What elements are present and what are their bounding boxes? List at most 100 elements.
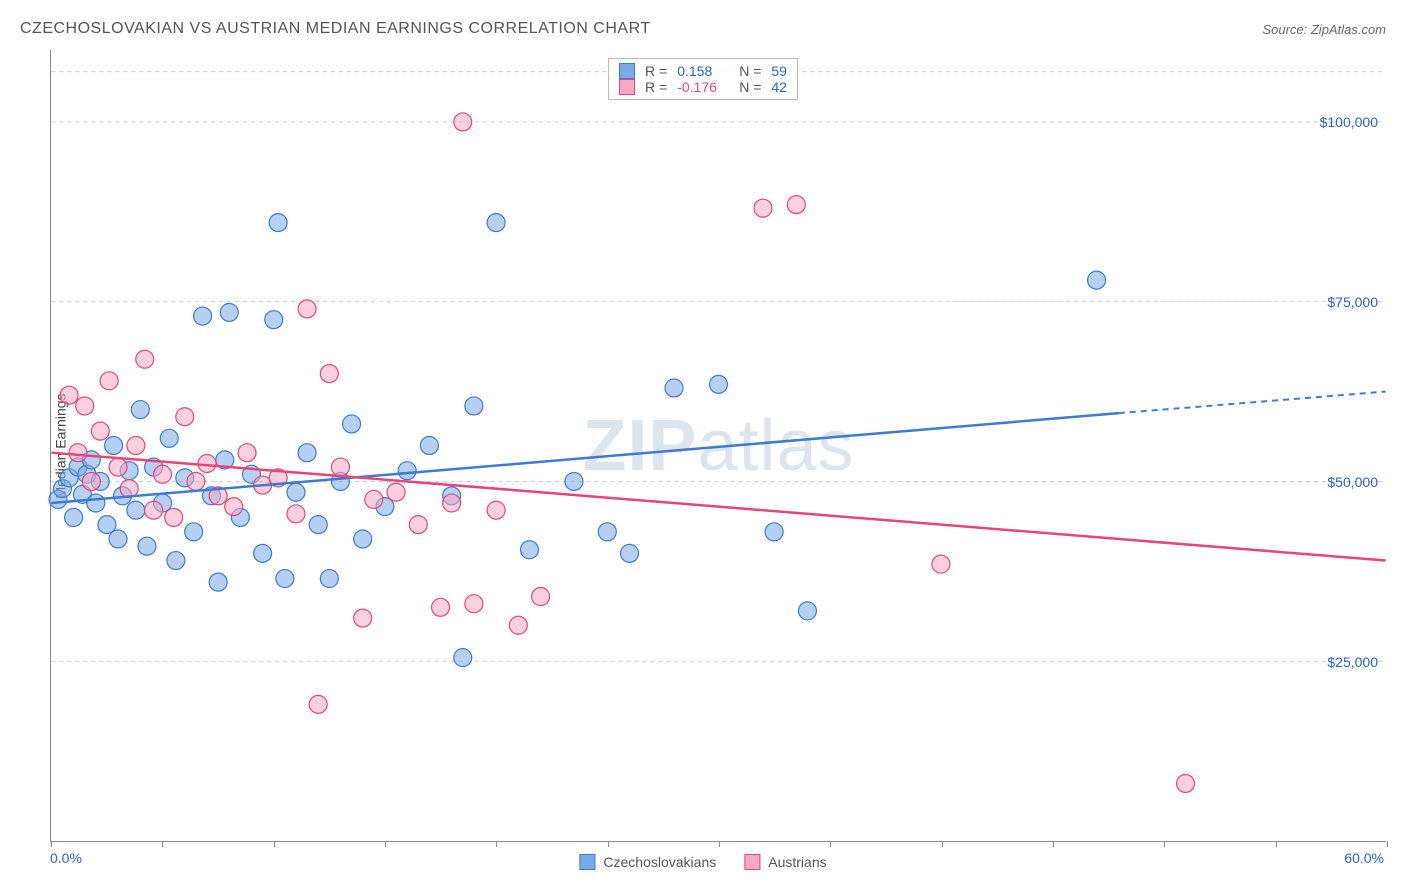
data-point (276, 570, 294, 588)
data-point (176, 408, 194, 426)
n-label: N = (739, 63, 761, 79)
data-point (509, 616, 527, 634)
y-tick-label: $25,000 (1327, 654, 1378, 670)
data-point (665, 379, 683, 397)
data-point (787, 196, 805, 214)
data-point (365, 490, 383, 508)
x-tick (496, 841, 497, 847)
legend-swatch (619, 63, 635, 79)
data-point (487, 214, 505, 232)
legend-item: Austrians (744, 854, 826, 870)
data-point (454, 649, 472, 667)
data-point (91, 422, 109, 440)
data-point (225, 498, 243, 516)
y-tick-label: $50,000 (1327, 474, 1378, 490)
data-point (320, 570, 338, 588)
r-value: 0.158 (677, 63, 729, 79)
data-point (100, 372, 118, 390)
data-point (398, 462, 416, 480)
data-point (320, 365, 338, 383)
data-point (136, 350, 154, 368)
legend-label: Austrians (768, 854, 826, 870)
x-tick (1276, 841, 1277, 847)
data-point (220, 303, 238, 321)
data-point (520, 541, 538, 559)
data-point (238, 444, 256, 462)
data-point (287, 483, 305, 501)
n-value: 59 (771, 63, 787, 79)
data-point (105, 437, 123, 455)
data-point (1177, 774, 1195, 792)
x-tick (385, 841, 386, 847)
data-point (532, 588, 550, 606)
data-point (69, 444, 87, 462)
data-point (127, 437, 145, 455)
data-point (465, 397, 483, 415)
data-point (160, 429, 178, 447)
x-tick (830, 841, 831, 847)
data-point (109, 458, 127, 476)
x-tick (942, 841, 943, 847)
x-tick (608, 841, 609, 847)
data-point (198, 454, 216, 472)
source-attribution: Source: ZipAtlas.com (1262, 22, 1386, 37)
data-point (287, 505, 305, 523)
x-axis-min-label: 0.0% (50, 850, 82, 866)
data-point (309, 516, 327, 534)
data-point (343, 415, 361, 433)
data-point (309, 695, 327, 713)
data-point (254, 544, 272, 562)
data-point (109, 530, 127, 548)
data-point (754, 199, 772, 217)
data-point (298, 300, 316, 318)
data-point (60, 386, 78, 404)
data-point (154, 465, 172, 483)
correlation-row: R = 0.158 N = 59 (619, 63, 787, 79)
data-point (165, 508, 183, 526)
x-tick (1387, 841, 1388, 847)
r-value: -0.176 (677, 79, 729, 95)
data-point (621, 544, 639, 562)
data-point (65, 508, 83, 526)
data-point (167, 552, 185, 570)
data-point (420, 437, 438, 455)
data-point (145, 501, 163, 519)
legend-label: Czechoslovakians (603, 854, 716, 870)
data-point (487, 501, 505, 519)
trend-line (51, 453, 1385, 561)
data-point (185, 523, 203, 541)
data-point (409, 516, 427, 534)
x-tick (1164, 841, 1165, 847)
data-point (87, 494, 105, 512)
data-point (465, 595, 483, 613)
series-legend: Czechoslovakians Austrians (579, 854, 826, 870)
data-point (298, 444, 316, 462)
data-point (187, 472, 205, 490)
data-point (598, 523, 616, 541)
legend-swatch (579, 854, 595, 870)
chart-title: CZECHOSLOVAKIAN VS AUSTRIAN MEDIAN EARNI… (20, 20, 651, 38)
x-tick (274, 841, 275, 847)
correlation-legend: R = 0.158 N = 59 R = -0.176 N = 42 (608, 58, 798, 100)
r-label: R = (645, 63, 667, 79)
y-tick-label: $75,000 (1327, 294, 1378, 310)
data-point (454, 113, 472, 131)
legend-swatch (744, 854, 760, 870)
n-value: 42 (771, 79, 787, 95)
data-point (798, 602, 816, 620)
y-tick-label: $100,000 (1320, 114, 1378, 130)
chart-area: ZIPatlas $25,000$50,000$75,000$100,000 (50, 50, 1386, 842)
data-point (269, 214, 287, 232)
trend-line-extrapolated (1119, 392, 1386, 414)
scatter-plot (51, 50, 1386, 841)
data-point (565, 472, 583, 490)
data-point (387, 483, 405, 501)
x-tick (162, 841, 163, 847)
n-label: N = (739, 79, 761, 95)
data-point (354, 530, 372, 548)
data-point (331, 458, 349, 476)
r-label: R = (645, 79, 667, 95)
correlation-row: R = -0.176 N = 42 (619, 79, 787, 95)
data-point (432, 598, 450, 616)
data-point (138, 537, 156, 555)
